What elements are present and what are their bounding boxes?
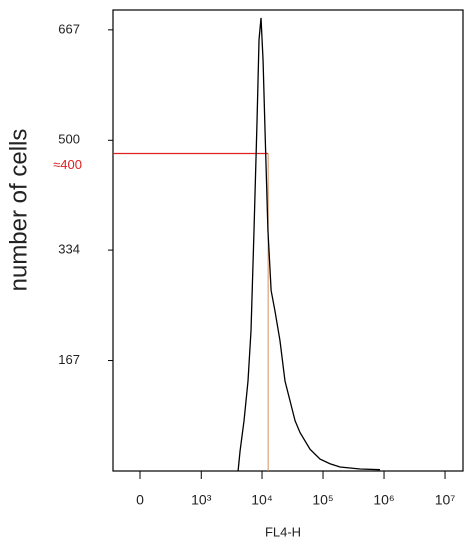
x-tick-label: 0 (136, 492, 144, 508)
plot-frame (112, 9, 464, 472)
x-tick-label: 10⁷ (435, 492, 456, 508)
y-axis-label: number of cells (5, 129, 32, 292)
x-tick-label: 10³ (191, 492, 212, 508)
x-tick-label: 10⁴ (251, 492, 273, 508)
y-tick-label: 167 (58, 352, 80, 367)
series-line (237, 17, 381, 472)
x-tick-label: 10⁶ (373, 492, 394, 508)
y-tick-label: 667 (58, 21, 80, 36)
annotation-label: ≈400 (53, 157, 82, 172)
x-axis-label: FL4-H (265, 524, 301, 539)
y-tick-label: 334 (58, 242, 80, 257)
x-tick-label: 10⁵ (312, 492, 333, 508)
y-tick-label: 500 (58, 132, 80, 147)
